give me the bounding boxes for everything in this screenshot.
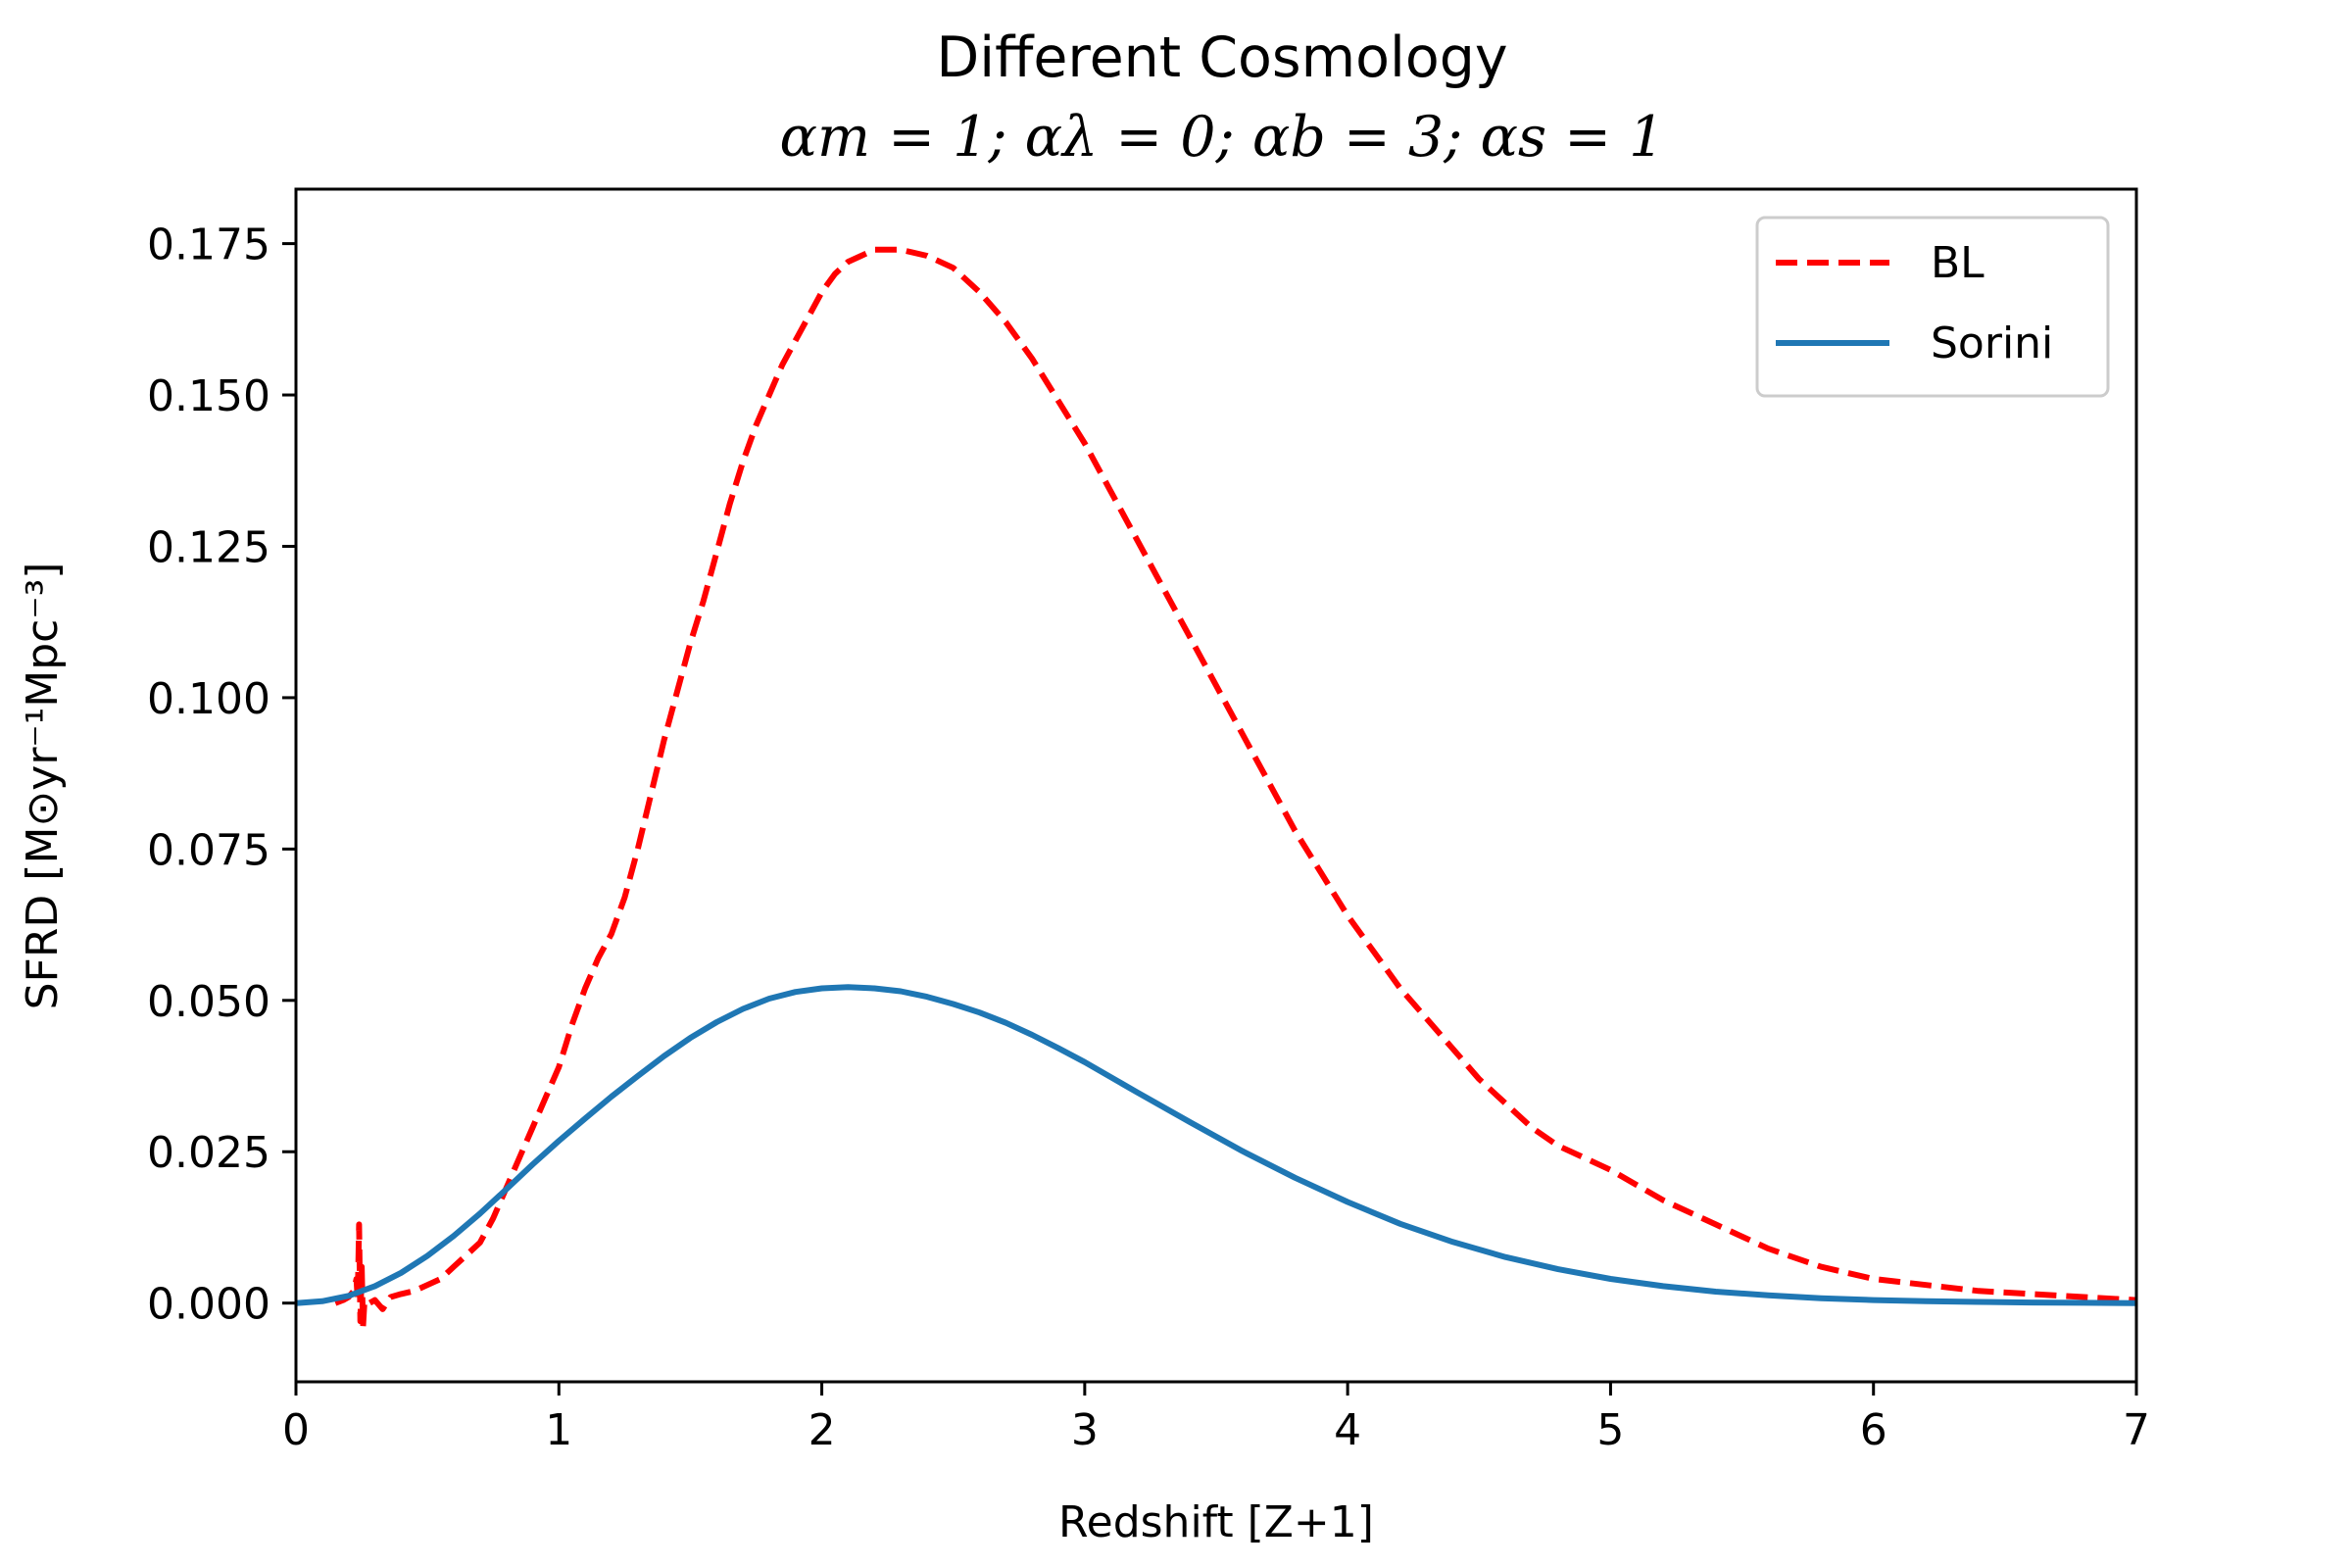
series-line-sorini <box>295 984 2137 1306</box>
x-tick-label: 0 <box>282 1405 310 1455</box>
x-tick-label: 5 <box>1596 1405 1624 1455</box>
x-tick-label: 7 <box>2123 1405 2150 1455</box>
plot-frame <box>294 187 2138 1384</box>
y-axis-ticks: 0.000 0.025 0.050 0.075 0.100 0.125 0.150 0.175 <box>147 220 296 1330</box>
y-tick-label: 0.125 <box>147 522 270 572</box>
chart-subtitle: αm = 1; αλ = 0; αb = 3; αs = 1 <box>780 105 1665 170</box>
chart-title: Different Cosmology <box>936 25 1507 90</box>
x-tick-label: 4 <box>1334 1405 1361 1455</box>
legend: BL Sorini <box>1755 216 2110 398</box>
legend-label-sorini: Sorini <box>1931 318 2053 368</box>
y-tick-label: 0.000 <box>147 1280 270 1330</box>
y-tick-label: 0.150 <box>147 371 270 421</box>
x-tick-label: 6 <box>1860 1405 1887 1455</box>
legend-label-bl: BL <box>1931 238 1984 288</box>
series-line-bl <box>334 246 2137 1331</box>
series-layer <box>295 246 2137 1331</box>
y-tick-label: 0.175 <box>147 220 270 270</box>
y-axis-label: SFRD [M⊙yr⁻¹Mpc⁻³] <box>18 563 68 1010</box>
y-tick-label: 0.025 <box>147 1128 270 1178</box>
x-axis-ticks: 0 1 2 3 4 5 6 7 <box>282 1382 2150 1455</box>
x-axis-label: Redshift [Z+1] <box>1058 1497 1374 1547</box>
x-tick-label: 2 <box>808 1405 836 1455</box>
x-tick-label: 1 <box>545 1405 572 1455</box>
y-tick-label: 0.075 <box>147 825 270 875</box>
y-tick-label: 0.050 <box>147 977 270 1027</box>
y-tick-label: 0.100 <box>147 674 270 724</box>
x-tick-label: 3 <box>1071 1405 1099 1455</box>
